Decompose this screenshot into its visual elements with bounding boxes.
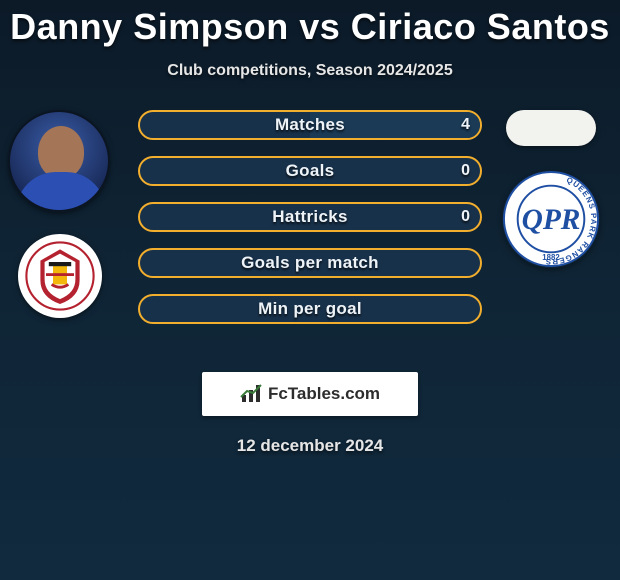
brand-badge: FcTables.com [202, 372, 418, 416]
stat-row-matches: Matches4 [138, 110, 482, 140]
bar-value-right: 4 [451, 112, 480, 138]
stat-row-min-per-goal: Min per goal [138, 294, 482, 324]
brand-text: FcTables.com [268, 384, 380, 404]
bar-label: Goals per match [140, 250, 480, 276]
bar-value-right: 0 [451, 204, 480, 230]
bar-label: Goals [140, 158, 480, 184]
bar-label: Matches [140, 112, 480, 138]
stat-row-goals: Goals0 [138, 156, 482, 186]
right-club-badge: QUEENS PARK RANGERS 1882 QPR [502, 170, 600, 268]
page-title: Danny Simpson vs Ciriaco Santos [0, 0, 620, 48]
right-player-column: QUEENS PARK RANGERS 1882 QPR [500, 110, 610, 268]
qpr-crest-icon: QUEENS PARK RANGERS 1882 QPR [502, 170, 600, 268]
stat-row-goals-per-match: Goals per match [138, 248, 482, 278]
footer-date: 12 december 2024 [0, 436, 620, 456]
bar-chart-icon [240, 384, 264, 404]
left-player-column [8, 110, 118, 318]
bar-label: Hattricks [140, 204, 480, 230]
comparison-bars: Matches4Goals0Hattricks0Goals per matchM… [138, 110, 482, 340]
stat-row-hattricks: Hattricks0 [138, 202, 482, 232]
svg-text:QPR: QPR [522, 204, 581, 236]
page-subtitle: Club competitions, Season 2024/2025 [0, 62, 620, 80]
left-player-avatar [8, 110, 110, 212]
bristol-city-crest-icon [25, 241, 95, 311]
left-club-badge [18, 234, 102, 318]
svg-text:1882: 1882 [542, 253, 560, 262]
bar-value-right: 0 [451, 158, 480, 184]
right-player-avatar [506, 110, 596, 146]
comparison-stage: QUEENS PARK RANGERS 1882 QPR Matches4 Goa… [0, 110, 620, 370]
bar-label: Min per goal [140, 296, 480, 322]
